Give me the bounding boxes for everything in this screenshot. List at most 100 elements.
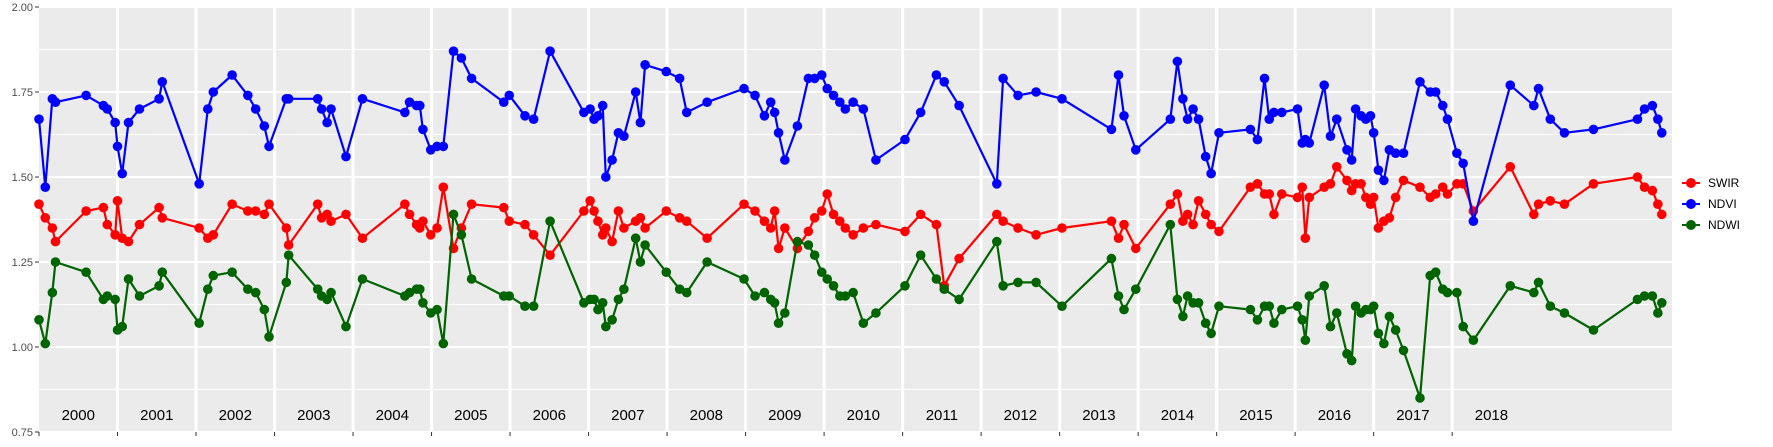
data-point [998, 281, 1008, 291]
year-label: 2007 [611, 407, 644, 424]
data-point [840, 223, 851, 233]
data-point [1559, 128, 1570, 138]
data-point [834, 97, 845, 107]
data-point [1346, 355, 1357, 366]
data-point [341, 209, 351, 220]
data-point [765, 223, 776, 233]
data-point [50, 257, 61, 267]
data-point [1178, 311, 1188, 322]
data-point [816, 206, 827, 216]
year-label: 2003 [297, 407, 330, 424]
year-label: 2009 [768, 407, 801, 424]
data-point [822, 274, 833, 284]
data-point [1379, 175, 1389, 186]
data-point [1390, 148, 1401, 158]
data-point [322, 117, 332, 128]
data-point [312, 94, 323, 104]
data-point [448, 209, 459, 220]
data-point [593, 216, 603, 226]
data-point [900, 134, 910, 145]
data-point [1200, 151, 1211, 162]
data-point [1529, 287, 1539, 298]
data-point [1178, 94, 1188, 104]
data-point [992, 179, 1002, 189]
data-point [601, 172, 611, 182]
data-point [834, 216, 845, 226]
data-point [1647, 185, 1658, 196]
data-point [640, 240, 650, 250]
data-point [931, 70, 942, 80]
data-point [1588, 124, 1599, 135]
data-point [816, 70, 827, 80]
data-point [1304, 138, 1315, 148]
data-point [1188, 219, 1198, 230]
data-point [194, 223, 204, 233]
data-point [418, 124, 428, 135]
data-point [47, 223, 58, 233]
y-tick-label: 1.50 [12, 172, 33, 184]
data-point [939, 284, 950, 295]
data-point [915, 107, 926, 118]
data-point [81, 90, 91, 101]
data-point [466, 199, 477, 209]
data-point [1259, 73, 1270, 84]
data-point [400, 107, 410, 118]
data-point [1252, 315, 1263, 325]
year-label: 2004 [376, 407, 409, 424]
data-point [1031, 277, 1041, 288]
data-point [1398, 345, 1409, 356]
data-point [1368, 192, 1379, 203]
data-point [1437, 182, 1448, 192]
data-point [102, 219, 113, 230]
data-point [871, 308, 881, 318]
data-point [1325, 179, 1336, 189]
data-point [759, 216, 770, 226]
data-point [998, 216, 1008, 226]
data-point [283, 250, 294, 260]
data-point [123, 117, 134, 128]
data-point [528, 301, 539, 312]
data-point [915, 209, 926, 220]
data-point [1458, 158, 1468, 169]
data-point [102, 104, 113, 114]
data-point [1264, 189, 1275, 199]
series-ndwi [34, 209, 1667, 403]
data-point [504, 90, 515, 101]
data-point [640, 60, 650, 70]
data-point [283, 240, 294, 250]
data-point [1533, 83, 1544, 94]
data-point [1331, 114, 1342, 124]
year-label: 2002 [219, 407, 252, 424]
data-point [640, 223, 650, 233]
y-tick-label: 2.00 [12, 2, 33, 14]
data-point [1292, 301, 1303, 312]
data-point [1505, 281, 1516, 291]
data-point [1639, 291, 1650, 301]
year-label: 2016 [1318, 407, 1351, 424]
data-point [1331, 308, 1342, 318]
data-point [1639, 104, 1650, 114]
data-point [1398, 175, 1409, 186]
data-point [1653, 308, 1663, 318]
data-point [809, 213, 820, 223]
data-point [1269, 107, 1279, 118]
data-point [1252, 179, 1263, 189]
data-point [134, 291, 145, 301]
data-point [1529, 100, 1539, 111]
y-tick-label: 1.25 [12, 257, 33, 269]
data-point [759, 287, 770, 298]
data-point [1264, 114, 1275, 124]
data-point [848, 230, 858, 240]
data-point [1342, 145, 1352, 155]
data-point [456, 53, 467, 63]
data-point [739, 83, 749, 94]
data-point [425, 230, 436, 240]
data-point [1297, 315, 1308, 325]
y-tick-label: 0.75 [12, 427, 33, 439]
data-point [822, 83, 833, 94]
data-point [1182, 291, 1193, 301]
data-point [1365, 111, 1376, 121]
data-point [102, 291, 113, 301]
data-point [357, 274, 368, 284]
data-point [1292, 104, 1303, 114]
